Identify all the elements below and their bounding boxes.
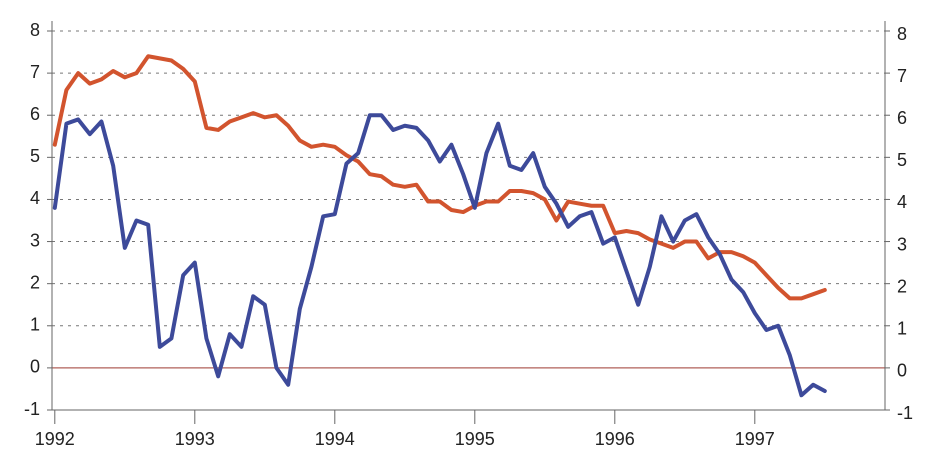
y2-tick-label: 1 [897,319,907,339]
y-tick-label: 1 [30,315,40,335]
x-tick-label: 1993 [175,429,215,449]
series-line [52,113,827,398]
series-line [52,54,827,301]
x-tick-label: 1997 [735,429,775,449]
y-tick-label: 2 [30,272,40,292]
y2-tick-label: 4 [897,192,907,212]
x-tick-label: 1996 [595,429,635,449]
y2-tick-label: 7 [897,66,907,86]
y-tick-label: 5 [30,146,40,166]
y-tick-label: -1 [24,399,40,419]
y2-tick-label: -1 [897,403,913,423]
x-tick-label: 1994 [315,429,355,449]
y-tick-label: 4 [30,188,40,208]
y2-tick-label: 0 [897,361,907,381]
y2-tick-label: 5 [897,150,907,170]
y-tick-label: 3 [30,230,40,250]
y2-tick-label: 3 [897,234,907,254]
y-tick-label: 0 [30,357,40,377]
y2-tick-label: 2 [897,276,907,296]
y-tick-label: 6 [30,104,40,124]
y-tick-label: 7 [30,62,40,82]
y2-tick-label: 8 [897,24,907,44]
y2-tick-label: 6 [897,108,907,128]
x-tick-label: 1992 [35,429,75,449]
y-tick-label: 8 [30,20,40,40]
x-tick-label: 1995 [455,429,495,449]
